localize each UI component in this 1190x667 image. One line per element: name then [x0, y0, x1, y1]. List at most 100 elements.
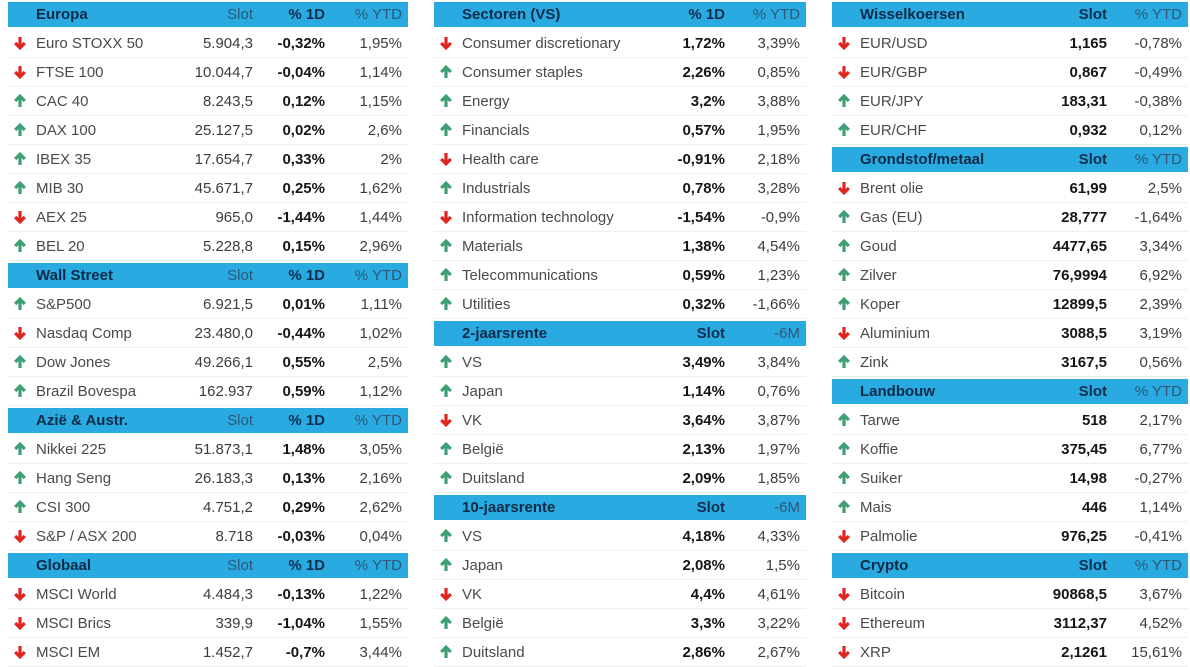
slot-value: 0,867	[1069, 63, 1107, 81]
slot-value: 90868,5	[1052, 585, 1107, 603]
pct-ytd-value: 15,61%	[1131, 643, 1182, 661]
section-header-wall-street: Wall Street Slot % 1D % YTD	[8, 263, 408, 288]
down-arrow-icon	[8, 615, 36, 631]
section-header-2-jaarsrente: 2-jaarsrente Slot -6M	[434, 321, 806, 346]
column-header-ytd: % YTD	[1134, 151, 1182, 168]
up-arrow-icon	[832, 499, 860, 515]
pct-ytd-value: 2,67%	[757, 643, 800, 661]
instrument-label: Koffie	[860, 440, 899, 458]
pct-1d-value: 2,09%	[682, 469, 725, 487]
pct-ytd-value: 1,11%	[360, 295, 402, 313]
pct-ytd-value: 3,22%	[757, 614, 800, 632]
column-header-slot: Slot	[1078, 557, 1107, 574]
up-arrow-icon	[8, 151, 36, 167]
instrument-label: Zink	[860, 353, 889, 371]
pct-1d-value: 0,32%	[682, 295, 725, 313]
table-row-dow-jones: Dow Jones 49.266,1 0,55% 2,5%	[8, 348, 408, 377]
pct-ytd-value: -1,64%	[1134, 208, 1182, 226]
slot-value: 8.718	[215, 527, 253, 545]
instrument-label: VS	[462, 527, 483, 545]
slot-value: 28,777	[1061, 208, 1107, 226]
section-title: Crypto	[860, 557, 909, 574]
up-arrow-icon	[8, 354, 36, 370]
slot-value: 183,31	[1061, 92, 1107, 110]
instrument-label: Brazil Bovespa	[36, 382, 137, 400]
up-arrow-icon	[8, 93, 36, 109]
slot-value: 1,165	[1069, 34, 1107, 52]
instrument-label: Euro STOXX 50	[36, 34, 144, 52]
pct-ytd-value: 1,02%	[359, 324, 402, 342]
section-title: 10-jaarsrente	[462, 499, 556, 516]
section-header-europa: Europa Slot % 1D % YTD	[8, 2, 408, 27]
pct-ytd-value: 3,39%	[757, 34, 800, 52]
section-header-grondstof-metaal: Grondstof/metaal Slot % YTD	[832, 147, 1188, 172]
table-row-xrp: XRP 2,1261 15,61%	[832, 638, 1188, 667]
pct-ytd-value: 1,85%	[757, 469, 800, 487]
pct-1d-value: 0,25%	[282, 179, 325, 197]
slot-value: 49.266,1	[194, 353, 253, 371]
table-row-euro-stoxx-50: Euro STOXX 50 5.904,3 -0,32% 1,95%	[8, 29, 408, 58]
table-row-belgi: België 2,13% 1,97%	[434, 435, 806, 464]
table-row-consumer-discretionary: Consumer discretionary 1,72% 3,39%	[434, 29, 806, 58]
up-arrow-icon	[434, 528, 462, 544]
table-row-goud: Goud 4477,65 3,34%	[832, 232, 1188, 261]
table-row-msci-world: MSCI World 4.484,3 -0,13% 1,22%	[8, 580, 408, 609]
section-title: Sectoren (VS)	[462, 6, 561, 23]
slot-value: 162.937	[198, 382, 253, 400]
pct-ytd-value: 1,44%	[359, 208, 402, 226]
down-arrow-icon	[434, 586, 462, 602]
table-row-aluminium: Aluminium 3088,5 3,19%	[832, 319, 1188, 348]
slot-value: 10.044,7	[194, 63, 253, 81]
column-header-slot: Slot	[696, 499, 725, 516]
section-title: Globaal	[36, 557, 92, 574]
instrument-label: EUR/USD	[860, 34, 928, 52]
up-arrow-icon	[434, 122, 462, 138]
table-row-energy: Energy 3,2% 3,88%	[434, 87, 806, 116]
section-title: Wisselkoersen	[860, 6, 965, 23]
pct-1d-value: 2,13%	[682, 440, 725, 458]
pct-ytd-value: 0,76%	[757, 382, 800, 400]
pct-1d-value: -1,54%	[677, 208, 725, 226]
table-row-japan: Japan 2,08% 1,5%	[434, 551, 806, 580]
instrument-label: DAX 100	[36, 121, 97, 139]
section-title: Landbouw	[860, 383, 935, 400]
pct-ytd-value: -0,9%	[760, 208, 800, 226]
pct-ytd-value: 1,5%	[765, 556, 800, 574]
instrument-label: VK	[462, 411, 483, 429]
table-row-eur-chf: EUR/CHF 0,932 0,12%	[832, 116, 1188, 145]
instrument-label: EUR/CHF	[860, 121, 927, 139]
up-arrow-icon	[434, 441, 462, 457]
pct-ytd-value: 2,62%	[359, 498, 402, 516]
section-header-landbouw: Landbouw Slot % YTD	[832, 379, 1188, 404]
table-row-bel-20: BEL 20 5.228,8 0,15% 2,96%	[8, 232, 408, 261]
up-arrow-icon	[8, 383, 36, 399]
column-header-1d: % 1D	[288, 557, 325, 574]
table-row-msci-brics: MSCI Brics 339,9 -1,04% 1,55%	[8, 609, 408, 638]
pct-1d-value: 0,59%	[282, 382, 325, 400]
column-header-6m: -6M	[774, 325, 800, 342]
up-arrow-icon	[434, 64, 462, 80]
instrument-label: Financials	[462, 121, 530, 139]
pct-1d-value: -0,04%	[277, 63, 325, 81]
down-arrow-icon	[8, 586, 36, 602]
instrument-label: Industrials	[462, 179, 531, 197]
column-header-ytd: % YTD	[752, 6, 800, 23]
up-arrow-icon	[434, 354, 462, 370]
pct-ytd-value: 1,95%	[757, 121, 800, 139]
table-row-japan: Japan 1,14% 0,76%	[434, 377, 806, 406]
pct-1d-value: -0,32%	[277, 34, 325, 52]
table-row-koper: Koper 12899,5 2,39%	[832, 290, 1188, 319]
instrument-label: CSI 300	[36, 498, 91, 516]
pct-ytd-value: 1,14%	[359, 63, 402, 81]
down-arrow-icon	[832, 35, 860, 51]
table-row-materials: Materials 1,38% 4,54%	[434, 232, 806, 261]
pct-ytd-value: 1,55%	[359, 614, 402, 632]
table-row-industrials: Industrials 0,78% 3,28%	[434, 174, 806, 203]
instrument-label: Gas (EU)	[860, 208, 923, 226]
instrument-label: Hang Seng	[36, 469, 112, 487]
sectors-rates-column: Sectoren (VS) % 1D % YTD Consumer discretio…	[434, 0, 806, 667]
pct-ytd-value: 1,62%	[359, 179, 402, 197]
instrument-label: CAC 40	[36, 92, 89, 110]
column-header-slot: Slot	[227, 267, 253, 284]
pct-ytd-value: 3,88%	[757, 92, 800, 110]
